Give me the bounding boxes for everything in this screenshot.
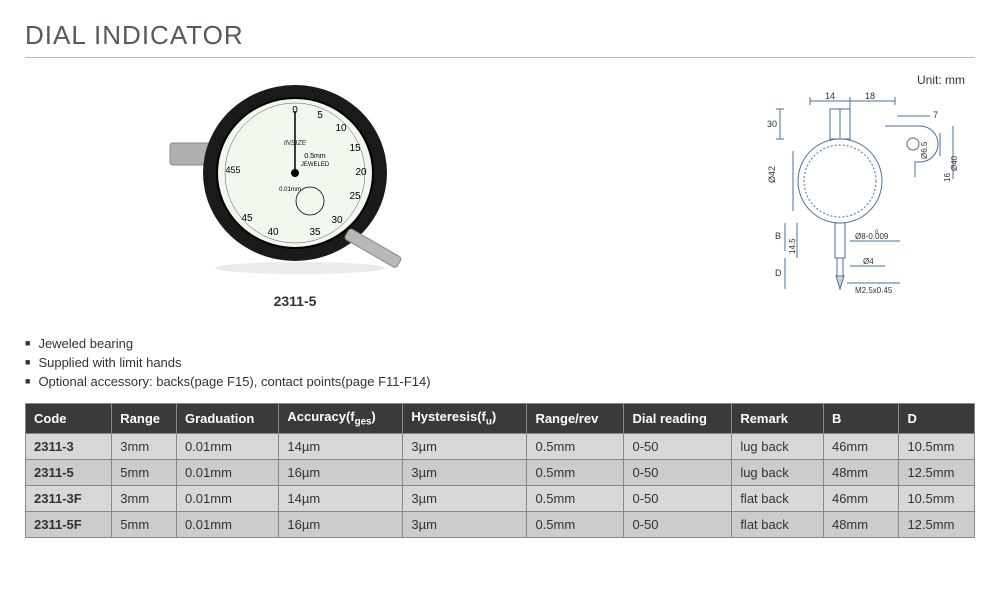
- table-row: 2311-33mm0.01mm14µm3µm0.5mm0-50lug back4…: [26, 433, 975, 459]
- technical-drawing-column: Unit: mm: [735, 73, 965, 326]
- svg-text:16: 16: [943, 173, 952, 182]
- table-cell: 12.5mm: [899, 459, 975, 485]
- table-cell: lug back: [732, 459, 824, 485]
- table-cell: flat back: [732, 485, 824, 511]
- svg-text:18: 18: [865, 91, 875, 101]
- title-underline: [25, 57, 975, 58]
- feature-list: Jeweled bearing Supplied with limit hand…: [25, 336, 975, 389]
- table-cell: 5mm: [112, 459, 177, 485]
- svg-text:0.01mm: 0.01mm: [279, 187, 301, 193]
- svg-text:Ø4: Ø4: [863, 257, 874, 266]
- table-row: 2311-55mm0.01mm16µm3µm0.5mm0-50lug back4…: [26, 459, 975, 485]
- list-item: Supplied with limit hands: [25, 355, 975, 370]
- table-row: 2311-5F5mm0.01mm16µm3µm0.5mm0-50flat bac…: [26, 511, 975, 537]
- table-cell: 0.01mm: [176, 433, 278, 459]
- svg-text:10: 10: [335, 123, 347, 134]
- svg-text:5: 5: [317, 110, 323, 121]
- table-cell: 0.01mm: [176, 485, 278, 511]
- table-cell: 46mm: [823, 433, 898, 459]
- unit-label: Unit: mm: [735, 73, 965, 87]
- table-cell: 10.5mm: [899, 485, 975, 511]
- col-b: B: [823, 404, 898, 434]
- col-range: Range: [112, 404, 177, 434]
- table-cell: 0-50: [624, 459, 732, 485]
- table-cell: 16µm: [279, 459, 403, 485]
- list-item: Jeweled bearing: [25, 336, 975, 351]
- table-cell: 0.5mm: [527, 485, 624, 511]
- table-cell: 46mm: [823, 485, 898, 511]
- col-accuracy: Accuracy(fges): [279, 404, 403, 434]
- product-caption: 2311-5: [165, 293, 425, 309]
- svg-text:Ø42: Ø42: [767, 166, 777, 183]
- table-cell: flat back: [732, 511, 824, 537]
- table-cell: 0-50: [624, 433, 732, 459]
- svg-text:Ø8-0.009: Ø8-0.009: [855, 232, 889, 241]
- table-cell: 0-50: [624, 485, 732, 511]
- svg-text:40: 40: [267, 227, 279, 238]
- table-row: 2311-3F3mm0.01mm14µm3µm0.5mm0-50flat bac…: [26, 485, 975, 511]
- svg-text:Ø40: Ø40: [950, 155, 959, 171]
- table-cell: 12.5mm: [899, 511, 975, 537]
- table-cell: 2311-5: [26, 459, 112, 485]
- table-cell: 0.01mm: [176, 459, 278, 485]
- svg-text:45: 45: [241, 213, 253, 224]
- table-cell: 14µm: [279, 485, 403, 511]
- col-d: D: [899, 404, 975, 434]
- svg-text:25: 25: [349, 191, 361, 202]
- table-cell: 48mm: [823, 459, 898, 485]
- table-cell: 3µm: [403, 433, 527, 459]
- page-title: DIAL INDICATOR: [25, 20, 975, 51]
- specification-table: Code Range Graduation Accuracy(fges) Hys…: [25, 403, 975, 538]
- svg-text:7: 7: [933, 110, 938, 120]
- svg-text:D: D: [775, 268, 782, 278]
- table-cell: 16µm: [279, 511, 403, 537]
- table-cell: 0.01mm: [176, 511, 278, 537]
- table-cell: 3µm: [403, 485, 527, 511]
- svg-text:30: 30: [331, 215, 343, 226]
- svg-text:14.5: 14.5: [788, 238, 797, 254]
- svg-text:14: 14: [825, 91, 835, 101]
- table-cell: 2311-3F: [26, 485, 112, 511]
- svg-text:35: 35: [309, 227, 321, 238]
- product-photo-column: 0 5 10 15 20 25 30 35 40 45 455 INSIZE 0…: [165, 73, 425, 309]
- col-hysteresis: Hysteresis(fu): [403, 404, 527, 434]
- table-cell: 14µm: [279, 433, 403, 459]
- table-cell: 2311-3: [26, 433, 112, 459]
- svg-text:15: 15: [349, 143, 361, 154]
- svg-text:Ø6.5: Ø6.5: [920, 141, 929, 159]
- content-row: 0 5 10 15 20 25 30 35 40 45 455 INSIZE 0…: [25, 73, 975, 326]
- table-cell: 0.5mm: [527, 511, 624, 537]
- col-graduation: Graduation: [176, 404, 278, 434]
- col-remark: Remark: [732, 404, 824, 434]
- table-cell: 3µm: [403, 459, 527, 485]
- svg-text:B: B: [775, 231, 781, 241]
- table-cell: 0.5mm: [527, 459, 624, 485]
- dial-indicator-illustration: 0 5 10 15 20 25 30 35 40 45 455 INSIZE 0…: [165, 73, 425, 283]
- table-cell: 3mm: [112, 433, 177, 459]
- svg-text:20: 20: [355, 167, 367, 178]
- col-dial-reading: Dial reading: [624, 404, 732, 434]
- table-cell: 2311-5F: [26, 511, 112, 537]
- table-cell: 0-50: [624, 511, 732, 537]
- svg-text:455: 455: [225, 165, 240, 175]
- list-item: Optional accessory: backs(page F15), con…: [25, 374, 975, 389]
- technical-drawing: 14 18 7 30 Ø42 Ø6.5 Ø40 16 B 14.5 D Ø8-0…: [735, 91, 965, 321]
- svg-text:M2.5x0.45: M2.5x0.45: [855, 286, 893, 295]
- table-cell: 0.5mm: [527, 433, 624, 459]
- svg-text:0.5mm: 0.5mm: [304, 153, 326, 160]
- col-code: Code: [26, 404, 112, 434]
- table-cell: 10.5mm: [899, 433, 975, 459]
- svg-text:JEWELED: JEWELED: [301, 162, 330, 168]
- table-cell: lug back: [732, 433, 824, 459]
- table-cell: 3mm: [112, 485, 177, 511]
- table-cell: 48mm: [823, 511, 898, 537]
- table-cell: 5mm: [112, 511, 177, 537]
- table-cell: 3µm: [403, 511, 527, 537]
- svg-text:30: 30: [767, 119, 777, 129]
- col-range-rev: Range/rev: [527, 404, 624, 434]
- table-header-row: Code Range Graduation Accuracy(fges) Hys…: [26, 404, 975, 434]
